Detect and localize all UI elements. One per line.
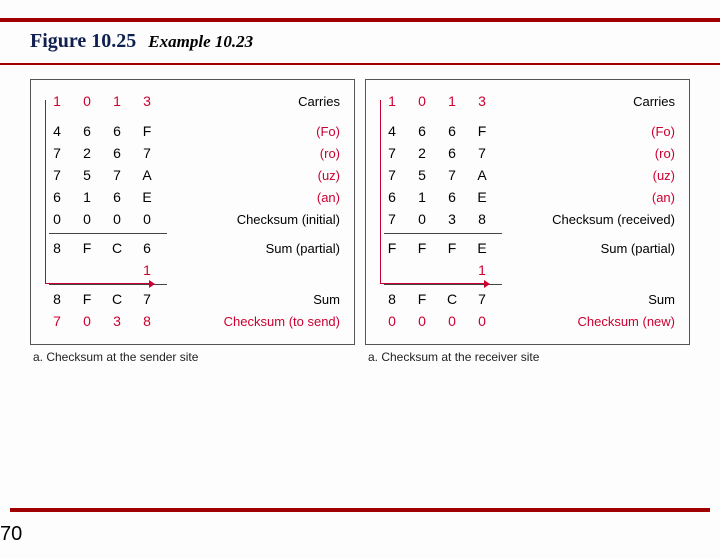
row-label: (Fo) [496,124,679,139]
panel-receiver: 1 0 1 3 Carries 466F(Fo) 7267(ro) 757A(u… [365,79,690,364]
carry-bracket-line [380,100,484,284]
figure-title: Figure 10.25 Example 10.23 [0,30,720,59]
figure-label: Figure 10.25 [30,30,136,52]
digit: C [446,291,458,307]
row-label: (ro) [161,146,344,161]
row-label: (an) [496,190,679,205]
row-label: (ro) [496,146,679,161]
panel-sender-box: 1 0 1 3 Carries 466F(Fo) 7267(ro) 757A(u… [30,79,355,345]
digit: F [416,291,428,307]
checksum-row: 0 0 0 0 Checksum (new) [376,310,679,332]
digit: 0 [386,313,398,329]
bottom-rule [10,508,710,512]
page-number: 70 [0,523,22,546]
digit: 8 [141,313,153,329]
row-label: Checksum (initial) [161,212,344,227]
row-label: Sum (partial) [161,241,344,256]
digit: F [81,291,93,307]
digit: 3 [111,313,123,329]
row-label: Checksum (new) [496,314,679,329]
row-label: Checksum (received) [496,212,679,227]
digit: 7 [51,313,63,329]
carry-bracket-line [45,100,149,284]
checksum-row: 7 0 3 8 Checksum (to send) [41,310,344,332]
figure-caption: Example 10.23 [148,32,253,51]
carry-arrow-icon [149,280,155,288]
digit: 8 [51,291,63,307]
row-label: (uz) [161,168,344,183]
row-label: Sum [496,292,679,307]
digit: 7 [476,291,488,307]
panel-receiver-box: 1 0 1 3 Carries 466F(Fo) 7267(ro) 757A(u… [365,79,690,345]
row-label: Checksum (to send) [161,314,344,329]
panel-sender: 1 0 1 3 Carries 466F(Fo) 7267(ro) 757A(u… [30,79,355,364]
row-label: Carries [161,94,344,109]
sum-row: 8 F C 7 Sum [41,288,344,310]
panels: 1 0 1 3 Carries 466F(Fo) 7267(ro) 757A(u… [0,79,720,364]
digit: 8 [386,291,398,307]
digit: C [111,291,123,307]
digit: 7 [141,291,153,307]
panel-caption: a. Checksum at the sender site [30,350,355,364]
row-label: Carries [496,94,679,109]
row-label: (uz) [496,168,679,183]
row-label: Sum (partial) [496,241,679,256]
digit: 0 [446,313,458,329]
sum-row: 8 F C 7 Sum [376,288,679,310]
row-label: (Fo) [161,124,344,139]
top-rule [0,18,720,22]
digit: 0 [416,313,428,329]
digit: 0 [476,313,488,329]
carry-arrow-icon [484,280,490,288]
mid-rule [0,63,720,65]
row-label: Sum [161,292,344,307]
panel-caption: a. Checksum at the receiver site [365,350,690,364]
digit: 0 [81,313,93,329]
row-label: (an) [161,190,344,205]
